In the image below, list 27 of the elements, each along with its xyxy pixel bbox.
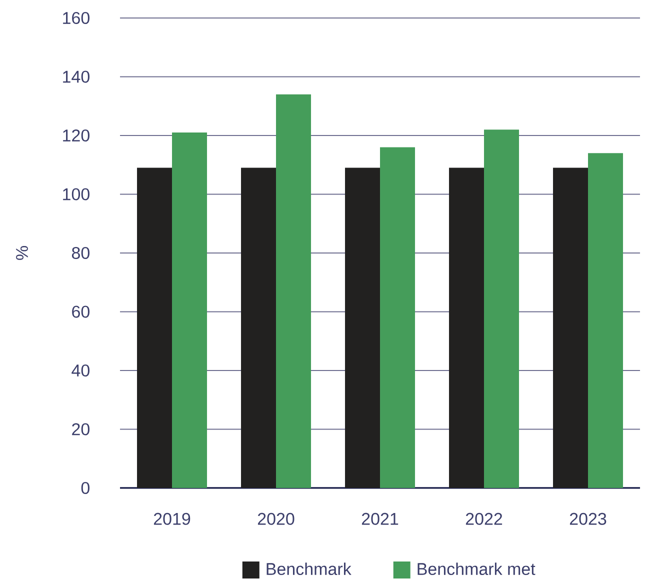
legend-label: Benchmark met xyxy=(418,562,536,576)
bar xyxy=(380,147,416,488)
bar xyxy=(172,132,208,488)
y-tick-label: 40 xyxy=(72,364,90,377)
bar xyxy=(241,168,276,488)
y-tick-label: 0 xyxy=(81,482,90,494)
bar xyxy=(137,168,172,488)
y-tick-label: 20 xyxy=(72,423,90,436)
y-tick-label: 100 xyxy=(63,188,90,200)
y-tick-label: 120 xyxy=(63,129,90,142)
y-tick-label: 160 xyxy=(63,12,90,24)
y-tick-label: 60 xyxy=(72,306,90,318)
y-tick-label: 80 xyxy=(72,246,90,260)
bar xyxy=(449,168,484,488)
x-tick-label: 2020 xyxy=(258,512,294,525)
x-tick-label: 2021 xyxy=(362,512,398,525)
bar xyxy=(588,153,624,488)
bar xyxy=(345,168,380,488)
y-tick-label: 140 xyxy=(63,70,90,83)
legend-label: Benchmark xyxy=(266,562,352,576)
bar xyxy=(553,168,588,488)
x-tick-label: 2019 xyxy=(154,512,190,525)
bar xyxy=(484,130,520,488)
bar xyxy=(276,94,312,488)
x-tick-label: 2023 xyxy=(570,512,606,525)
y-axis-title: % xyxy=(16,246,28,260)
x-tick-label: 2022 xyxy=(466,512,502,525)
